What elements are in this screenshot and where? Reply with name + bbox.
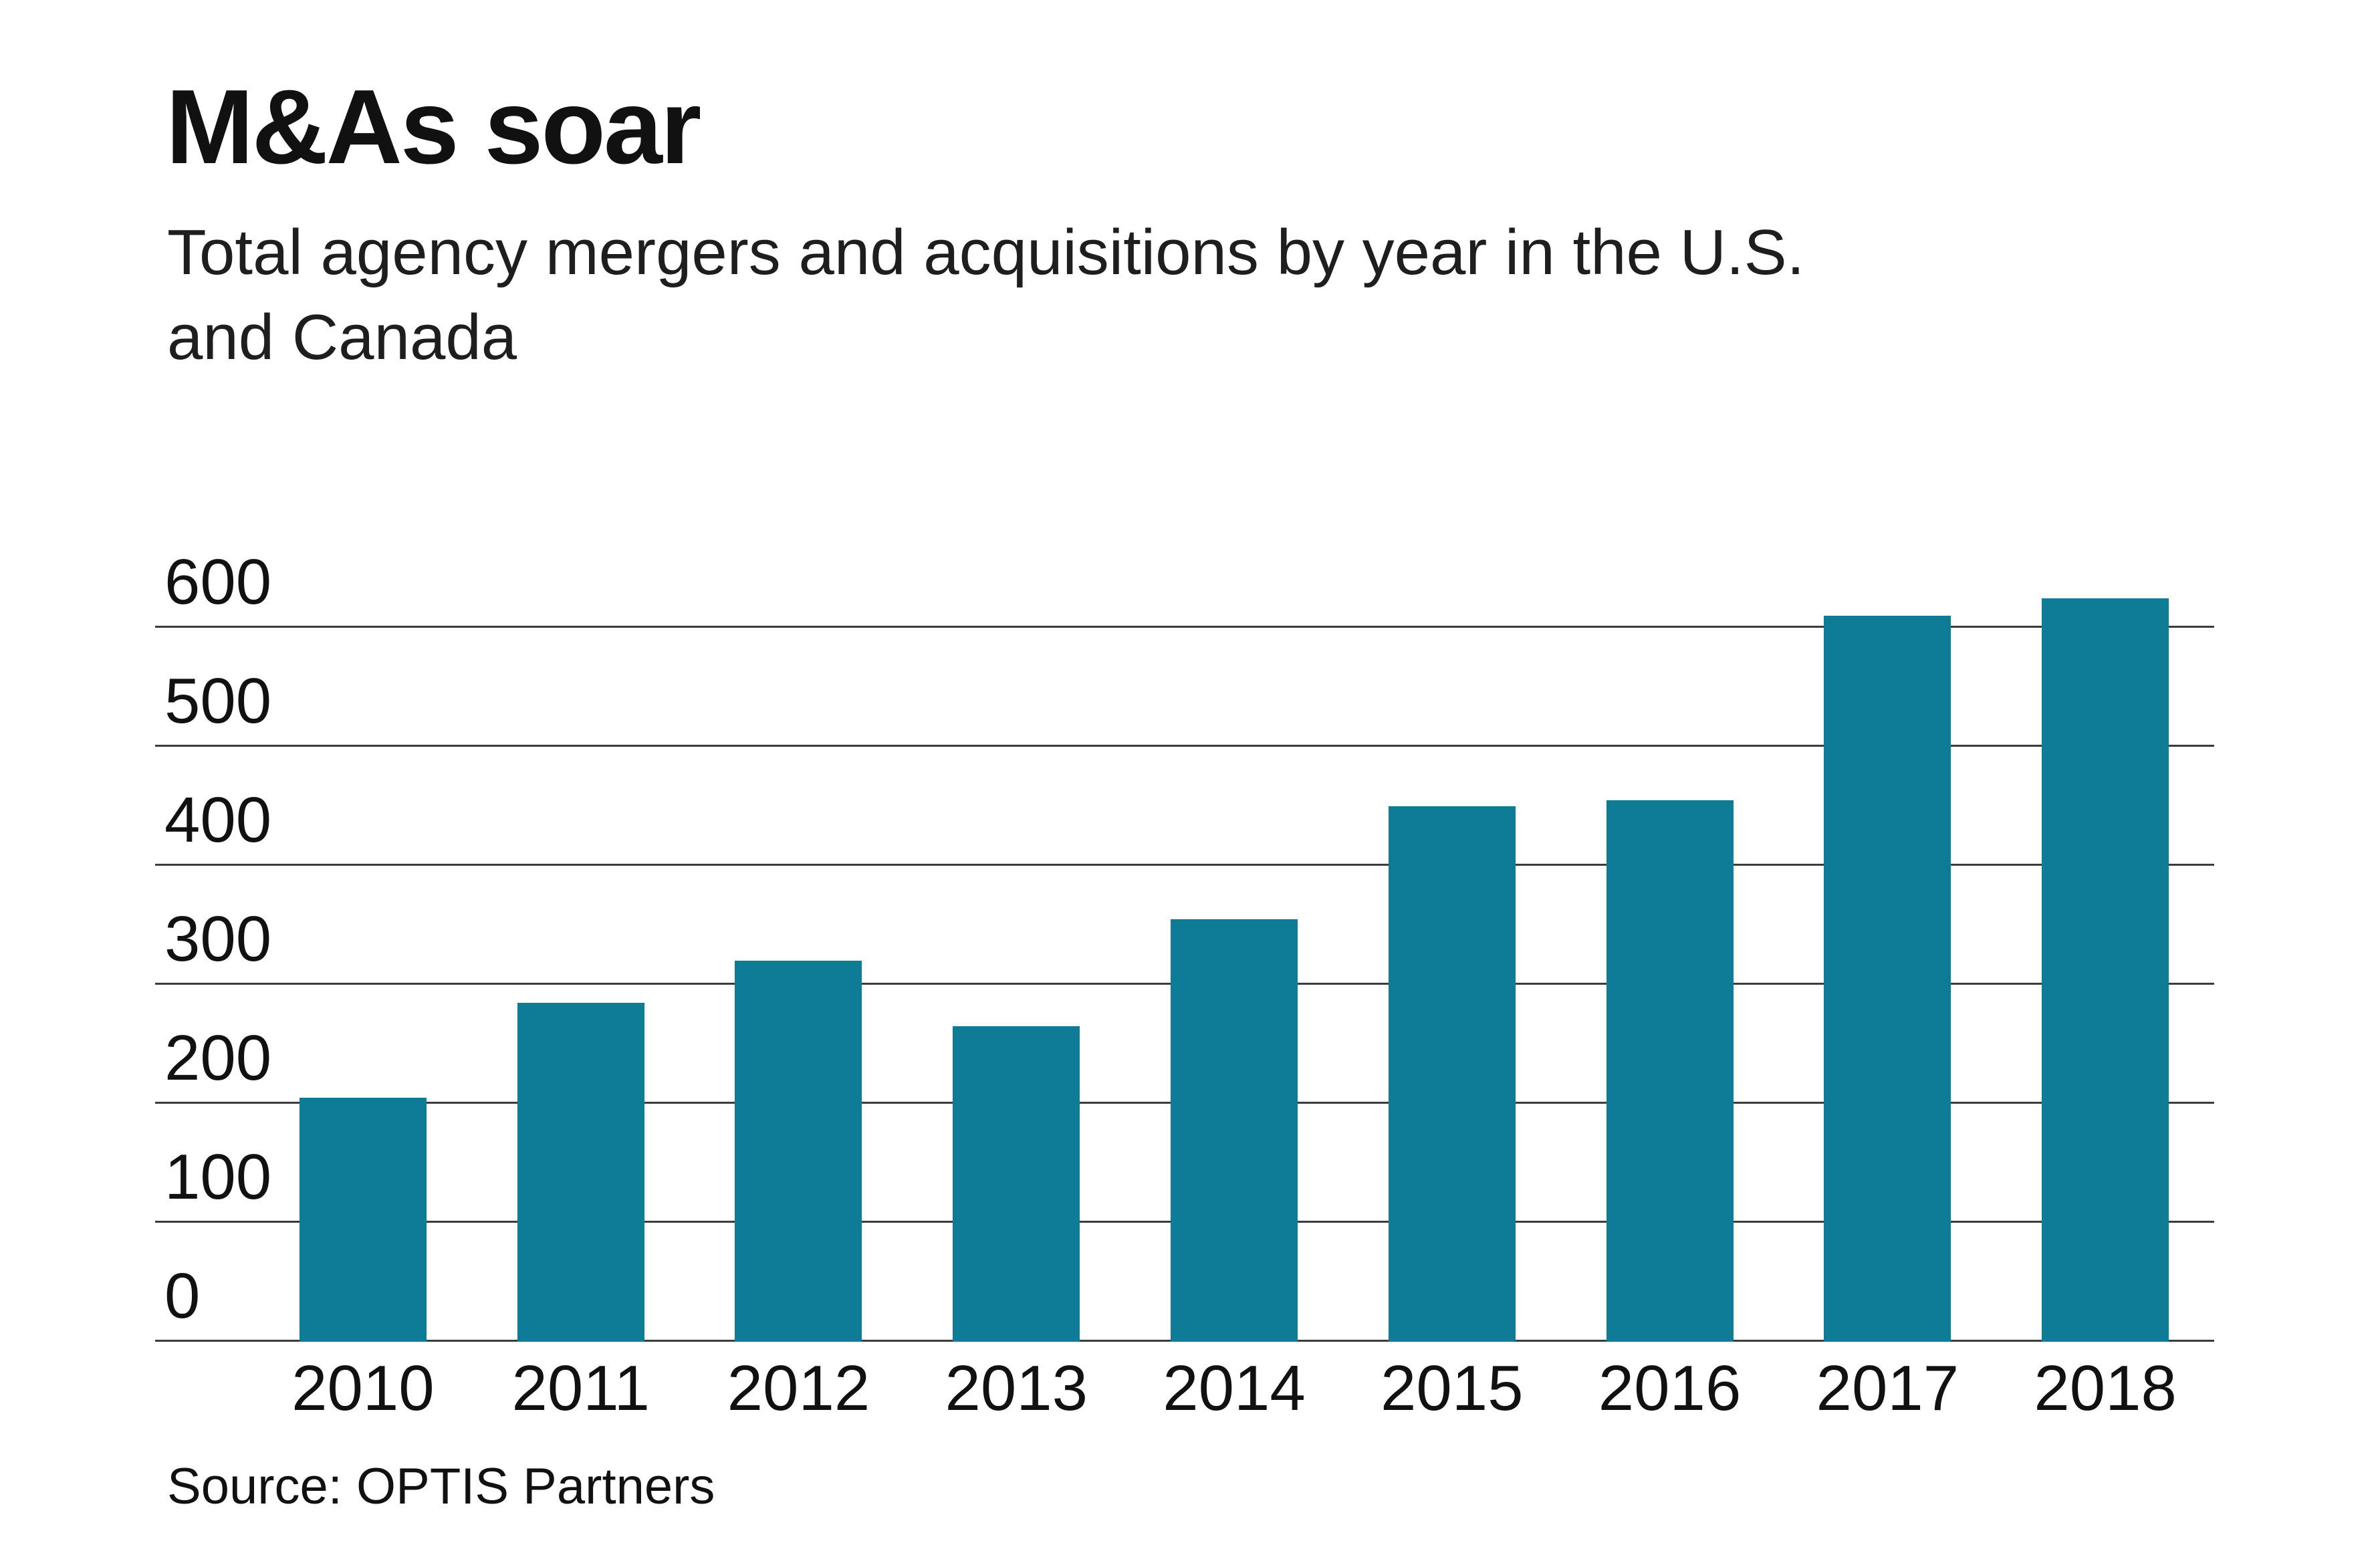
gridline-500 [155, 745, 2214, 747]
y-axis-label-300: 300 [164, 903, 272, 975]
y-axis-label-500: 500 [164, 665, 272, 737]
plot-area: 0 100 200 300 400 500 600 2010 2011 2012 2013 2014 2… [155, 550, 2214, 1421]
bar-2011 [517, 1002, 644, 1342]
chart-subtitle-line-2: and Canada [167, 301, 517, 373]
bar-2017 [1824, 616, 1951, 1342]
y-axis-label-400: 400 [164, 784, 272, 856]
x-axis-label-2018: 2018 [2034, 1352, 2177, 1424]
bar-2016 [1606, 800, 1734, 1342]
chart-subtitle: Total agency mergers and acquisitions by… [167, 211, 1804, 380]
x-axis-label-2010: 2010 [291, 1352, 435, 1424]
x-axis-label-2015: 2015 [1380, 1352, 1524, 1424]
bar-2018 [2042, 598, 2169, 1342]
x-axis-label-2011: 2011 [511, 1352, 650, 1424]
y-axis-label-100: 100 [164, 1141, 272, 1213]
y-axis-label-600: 600 [164, 546, 272, 618]
bar-2012 [735, 961, 862, 1342]
y-axis-label-200: 200 [164, 1022, 272, 1094]
x-axis-label-2012: 2012 [727, 1352, 870, 1424]
y-axis-label-0: 0 [164, 1260, 201, 1332]
source-note: Source: OPTIS Partners [167, 1458, 715, 1515]
bar-2013 [953, 1026, 1080, 1342]
x-axis-label-2017: 2017 [1816, 1352, 1959, 1424]
x-axis-label-2013: 2013 [945, 1352, 1088, 1424]
x-axis-label-2016: 2016 [1598, 1352, 1742, 1424]
bar-2015 [1388, 806, 1516, 1342]
bar-2014 [1171, 919, 1298, 1342]
chart-title: M&As soar [166, 68, 701, 186]
gridline-600 [155, 626, 2214, 628]
bar-2010 [299, 1098, 427, 1342]
chart-subtitle-line-1: Total agency mergers and acquisitions by… [167, 217, 1805, 288]
gridline-400 [155, 864, 2214, 866]
x-axis-label-2014: 2014 [1163, 1352, 1306, 1424]
